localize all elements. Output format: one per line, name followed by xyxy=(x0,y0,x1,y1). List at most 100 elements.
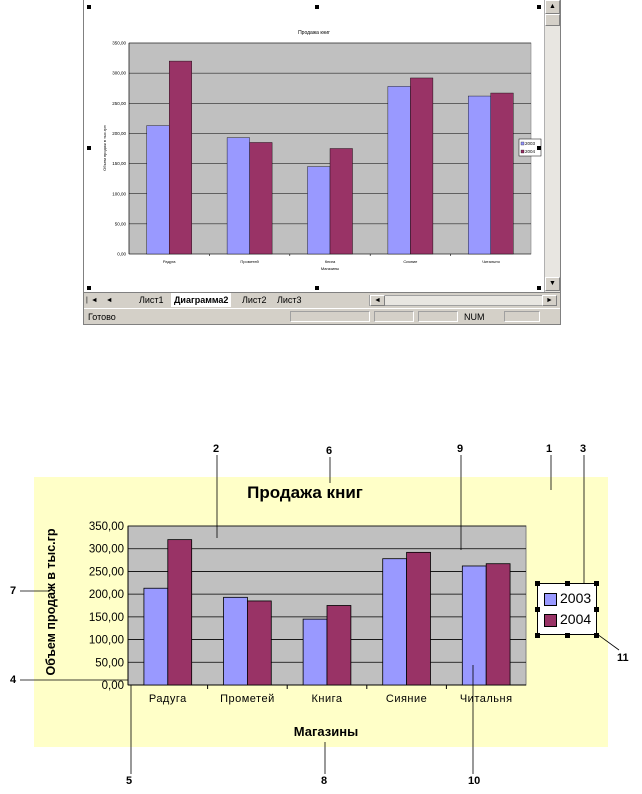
callout-8: 8 xyxy=(321,775,328,787)
bar-2003-Сияние xyxy=(387,86,411,255)
sheet-tab-bar: |◄ ◄ ► ►| Лист1 Диаграмма2 Лист2 Лист3 ◄… xyxy=(84,292,560,317)
x-category-label: Сияние xyxy=(386,693,427,705)
status-cell xyxy=(418,311,458,322)
y-tick-label: 200,00 xyxy=(112,131,126,136)
legend-label-2003: 2003 xyxy=(560,590,592,606)
bar-2004-Читальня xyxy=(490,92,514,255)
selection-handle[interactable] xyxy=(537,146,541,150)
legend-handle[interactable] xyxy=(594,633,599,638)
y-tick-label: 150,00 xyxy=(112,161,126,166)
legend-swatch-2004 xyxy=(544,613,557,627)
scroll-down-icon[interactable]: ▼ xyxy=(545,277,560,291)
legend-handle[interactable] xyxy=(535,581,540,586)
tab-navigation-icon[interactable]: |◄ ◄ ► ►| xyxy=(86,297,116,317)
legend-swatch-2003 xyxy=(544,592,557,606)
legend-label-2004: 2004 xyxy=(560,611,592,627)
bar-2004-Прометей xyxy=(249,142,273,255)
chart-legend[interactable]: 2003 2004 xyxy=(537,583,597,635)
chart-sheet[interactable]: Продажа книг 0,00 50,00 100,00 150,00 200,00 2… xyxy=(84,0,544,292)
small-chart-title: Продажа книг xyxy=(298,30,330,36)
status-cell xyxy=(374,311,414,322)
scroll-thumb[interactable] xyxy=(545,14,560,26)
y-tick-label: 0,00 xyxy=(102,680,124,692)
big-chart-xlabel: Магазины xyxy=(294,724,358,739)
x-category-label: Прометей xyxy=(240,259,258,264)
y-tick-label: 200,00 xyxy=(89,589,124,601)
status-num: NUM xyxy=(464,312,485,322)
legend-handle[interactable] xyxy=(594,581,599,586)
selection-handle[interactable] xyxy=(315,286,319,290)
bar-2003-Сияние xyxy=(382,558,408,686)
legend-item-2004: 2004 xyxy=(544,611,591,627)
bar-2004-Читальня xyxy=(485,563,511,686)
y-tick-label: 250,00 xyxy=(89,566,124,578)
bar-2003-Радуга xyxy=(143,587,169,686)
excel-window: Продажа книг 0,00 50,00 100,00 150,00 200,00 2… xyxy=(83,0,561,325)
bar-2003-Книга xyxy=(307,166,331,255)
callout-9: 9 xyxy=(457,443,464,455)
y-tick-label: 350,00 xyxy=(112,41,126,46)
x-category-label: Книга xyxy=(311,693,342,705)
bar-2004-Сияние xyxy=(406,551,431,686)
bar-2004-Прометей xyxy=(246,600,272,686)
y-tick-label: 100,00 xyxy=(112,191,126,196)
legend-handle[interactable] xyxy=(565,633,570,638)
x-category-label: Радуга xyxy=(163,259,176,264)
bar-2003-Читальня xyxy=(468,95,491,255)
tab-list2[interactable]: Лист2 xyxy=(242,295,267,305)
selection-handle[interactable] xyxy=(87,286,91,290)
selection-handle[interactable] xyxy=(537,286,541,290)
callout-5: 5 xyxy=(126,775,133,787)
callout-1: 1 xyxy=(546,443,553,455)
bar-2003-Читальня xyxy=(461,565,487,686)
selection-handle[interactable] xyxy=(87,5,91,9)
bar-2003-Радуга xyxy=(146,125,170,255)
bar-2004-Книга xyxy=(329,148,353,255)
legend-item-2003: 2003 xyxy=(544,590,591,606)
big-chart-title: Продажа книг xyxy=(247,483,363,502)
callout-2: 2 xyxy=(213,443,220,455)
bar-2004-Радуга xyxy=(168,60,192,255)
x-category-label: Сияние xyxy=(403,259,418,264)
small-chart: Продажа книг 0,00 50,00 100,00 150,00 200,00 2… xyxy=(102,30,542,271)
selection-handle[interactable] xyxy=(537,5,541,9)
y-tick-label: 300,00 xyxy=(89,544,124,556)
scroll-left-icon[interactable]: ◄ xyxy=(370,295,385,306)
legend-handle[interactable] xyxy=(594,607,599,612)
tab-list3[interactable]: Лист3 xyxy=(277,295,302,305)
x-category-label: Прометей xyxy=(220,693,275,705)
y-tick-label: 250,00 xyxy=(112,101,126,106)
legend-handle[interactable] xyxy=(535,607,540,612)
y-tick-label: 50,00 xyxy=(95,657,124,669)
small-legend-box xyxy=(518,138,542,157)
status-cell xyxy=(290,311,370,322)
legend-handle[interactable] xyxy=(565,581,570,586)
selection-handle[interactable] xyxy=(87,146,91,150)
big-chart-ylabel: Объем продаж в тыс.гр xyxy=(44,528,58,675)
small-legend-swatch-2004 xyxy=(520,149,525,154)
small-legend-label-2004: 2004 xyxy=(525,149,536,154)
scroll-right-icon[interactable]: ► xyxy=(542,295,557,306)
x-category-label: Книга xyxy=(325,259,336,264)
small-chart-ylabel: Объем продаж в тыс.грн xyxy=(102,125,107,171)
tab-diagram2[interactable]: Диаграмма2 xyxy=(171,293,232,307)
legend-handle[interactable] xyxy=(535,633,540,638)
annotated-chart: Продажа книг 0,00 50,00 100,00 150,00 200,00 2… xyxy=(0,440,642,794)
status-cell xyxy=(504,311,540,322)
scroll-up-icon[interactable]: ▲ xyxy=(545,0,560,14)
small-legend-label-2003: 2003 xyxy=(525,141,536,146)
x-category-label: Читальня xyxy=(482,259,500,264)
bar-2004-Радуга xyxy=(167,539,193,686)
tab-list1[interactable]: Лист1 xyxy=(139,295,164,305)
callout-leader-line xyxy=(596,633,620,651)
big-chart: Продажа книг 0,00 50,00 100,00 150,00 200,00 2… xyxy=(20,455,620,774)
horizontal-scrollbar[interactable]: ◄ ► xyxy=(369,295,557,306)
y-tick-label: 350,00 xyxy=(89,521,124,533)
y-tick-label: 300,00 xyxy=(112,71,126,76)
small-legend-swatch-2003 xyxy=(520,141,525,146)
y-tick-label: 50,00 xyxy=(115,221,127,226)
vertical-scrollbar[interactable]: ▲ ▼ xyxy=(544,0,560,292)
bar-2004-Книга xyxy=(326,605,352,686)
callout-4: 4 xyxy=(10,674,17,686)
selection-handle[interactable] xyxy=(315,5,319,9)
